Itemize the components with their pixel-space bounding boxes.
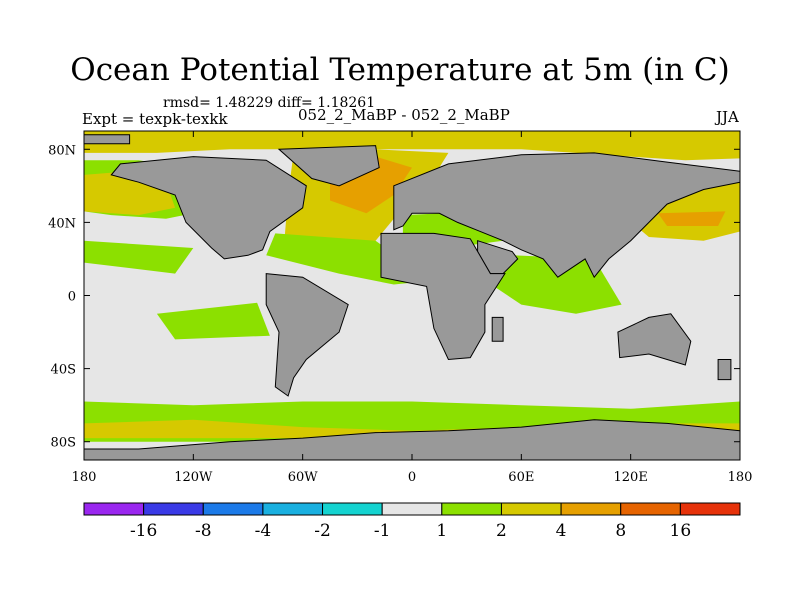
region-northwest-pacific-core <box>658 211 726 226</box>
diff-label: diff= 1.18261 <box>277 95 376 111</box>
y-tick-label: 40N <box>48 216 76 231</box>
colorbar-box <box>560 502 622 516</box>
center-label: 052_2_MaBP - 052_2_MaBP <box>298 106 510 124</box>
season-label: JJA <box>716 108 739 126</box>
colorbar-box <box>262 502 324 516</box>
land-antarctica <box>84 419 740 460</box>
land-new-zealand <box>717 359 732 381</box>
colorbar-label: -1 <box>374 521 391 541</box>
x-tick-label: 60W <box>288 470 319 485</box>
colorbar-label: -2 <box>314 521 331 541</box>
x-tick-label: 120E <box>614 470 648 485</box>
y-tick-label: 0 <box>68 290 76 305</box>
region-southeast-pacific <box>156 302 270 340</box>
experiment-label: Expt = texpk-texkk <box>82 110 228 128</box>
region-east-pacific-wedge <box>84 240 194 274</box>
colorbar-label: 2 <box>496 521 507 541</box>
colorbar-label: -4 <box>255 521 272 541</box>
colorbar-box <box>83 502 145 516</box>
y-tick-label: 40S <box>51 363 76 378</box>
x-tick-label: 180 <box>728 470 753 485</box>
colorbar-box <box>143 502 204 516</box>
colorbar-box <box>679 502 741 516</box>
land-arctic-island <box>84 134 131 145</box>
x-tick-label: 120W <box>174 470 213 485</box>
rmsd-label: rmsd= 1.48229 <box>163 95 274 111</box>
colorbar-box <box>202 502 264 516</box>
colorbar-label: 16 <box>670 521 692 541</box>
axes: 180 120W 60W 0 60E 120E 180 80N 40N 0 40S 80S <box>48 131 752 485</box>
x-tick-label: 0 <box>408 470 416 485</box>
region-indian-ocean <box>494 255 622 314</box>
land-eurasia <box>393 152 740 279</box>
colorbar-label: 8 <box>615 521 626 541</box>
y-tick-label: 80S <box>51 436 76 451</box>
colorbar-box <box>322 502 383 516</box>
colorbar-box <box>500 502 562 516</box>
colorbar-label: -16 <box>130 521 157 541</box>
land-greenland <box>277 145 380 187</box>
land-masses <box>84 134 740 460</box>
land-south-america <box>265 273 349 397</box>
colorbar-box <box>620 502 681 516</box>
x-tick-label: 180 <box>72 470 97 485</box>
colorbar-label: -8 <box>195 521 212 541</box>
land-africa <box>380 232 506 361</box>
x-tick-label: 60E <box>508 470 534 485</box>
land-australia <box>617 313 692 366</box>
colorbar-box <box>381 502 443 516</box>
colorbar: -16 -8 -4 -2 -1 1 2 4 8 16 <box>83 502 741 541</box>
colorbar-label: 1 <box>436 521 447 541</box>
land-north-america <box>110 156 307 260</box>
chart-title: Ocean Potential Temperature at 5m (in C) <box>70 52 730 88</box>
colorbar-label: 4 <box>556 521 567 541</box>
colorbar-box <box>441 502 502 516</box>
y-tick-label: 80N <box>48 143 76 158</box>
land-madagascar <box>491 316 504 342</box>
stats-label: rmsd= 1.48229 diff= 1.18261 <box>163 95 375 111</box>
